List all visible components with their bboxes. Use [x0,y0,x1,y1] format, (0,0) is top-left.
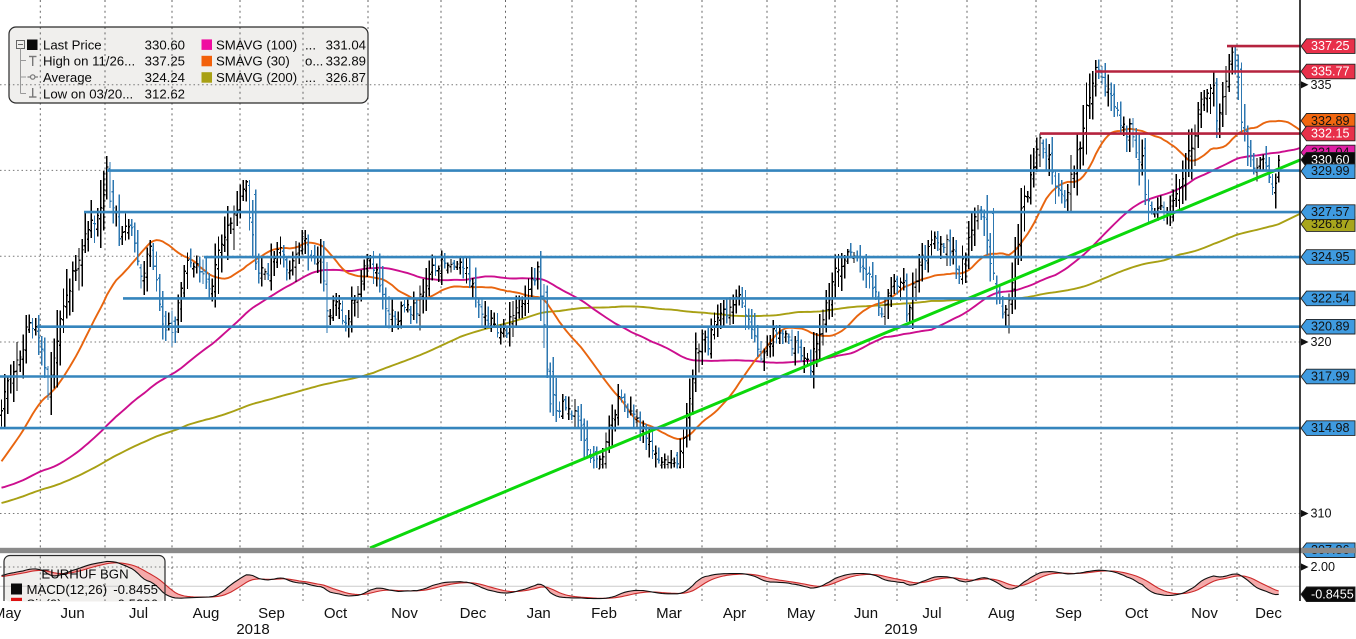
svg-text:320: 320 [1311,335,1332,349]
svg-text:SMAVG (200): SMAVG (200) [216,70,297,85]
svg-text:Aug: Aug [988,605,1015,622]
svg-text:332.89: 332.89 [1311,114,1350,128]
svg-text:Sep: Sep [258,605,285,622]
svg-text:Dec: Dec [460,605,487,622]
svg-text:Average: Average [43,70,92,85]
svg-text:2.00: 2.00 [1311,560,1336,574]
svg-text:331.04: 331.04 [326,37,366,52]
svg-text:Mar: Mar [656,605,682,622]
svg-text:Jul: Jul [922,605,941,622]
svg-text:320.89: 320.89 [1311,320,1350,334]
svg-text:...: ... [305,37,316,52]
svg-text:330.60: 330.60 [1311,153,1350,167]
svg-text:SMAVG (100): SMAVG (100) [216,37,297,52]
svg-text:MACD(12,26): MACD(12,26) [27,582,108,597]
svg-text:317.99: 317.99 [1311,370,1350,384]
svg-text:2019: 2019 [884,621,917,638]
svg-text:Aug: Aug [193,605,220,622]
svg-text:337.25: 337.25 [1311,39,1350,53]
svg-text:o...: o... [305,54,323,69]
svg-text:-0.8455: -0.8455 [1311,587,1354,601]
svg-text:324.24: 324.24 [145,70,185,85]
svg-text:Nov: Nov [391,605,418,622]
svg-text:312.62: 312.62 [145,87,185,102]
svg-text:High on 11/26...: High on 11/26... [43,54,135,69]
svg-text:314.98: 314.98 [1311,421,1350,435]
svg-text:Jul: Jul [129,605,148,622]
svg-text:310: 310 [1311,507,1332,521]
svg-text:337.25: 337.25 [145,54,185,69]
svg-text:322.54: 322.54 [1311,291,1350,305]
svg-text:May: May [787,605,816,622]
svg-text:Jun: Jun [854,605,878,622]
svg-text:327.57: 327.57 [1311,205,1350,219]
svg-text:332.15: 332.15 [1311,127,1350,141]
svg-text:Dec: Dec [1255,605,1282,622]
svg-text:Sep: Sep [1055,605,1082,622]
svg-text:-0.5296: -0.5296 [113,597,158,612]
svg-text:329.99: 329.99 [1311,164,1350,178]
svg-text:...: ... [305,70,316,85]
svg-text:Last Price: Last Price [43,37,102,52]
svg-text:May: May [0,605,22,622]
svg-text:-0.8455: -0.8455 [113,582,158,597]
svg-text:326.87: 326.87 [1311,217,1350,231]
svg-text:EURHUF BGN: EURHUF BGN [41,567,128,582]
svg-text:Oct: Oct [324,605,348,622]
svg-text:Low on 03/20...: Low on 03/20... [43,87,133,102]
svg-text:Nov: Nov [1191,605,1218,622]
svg-text:332.89: 332.89 [326,54,366,69]
svg-text:Jun: Jun [61,605,85,622]
svg-text:330.60: 330.60 [145,37,185,52]
svg-text:Jan: Jan [527,605,551,622]
svg-text:Oct: Oct [1125,605,1149,622]
svg-text:335.77: 335.77 [1311,65,1350,79]
svg-text:Sig(9): Sig(9) [27,597,62,612]
svg-text:SMAVG (30): SMAVG (30) [216,54,290,69]
svg-text:2018: 2018 [236,621,269,638]
svg-text:Feb: Feb [591,605,617,622]
svg-text:335: 335 [1311,78,1332,92]
svg-text:Apr: Apr [723,605,746,622]
svg-text:324.95: 324.95 [1311,250,1350,264]
svg-text:326.87: 326.87 [326,70,366,85]
